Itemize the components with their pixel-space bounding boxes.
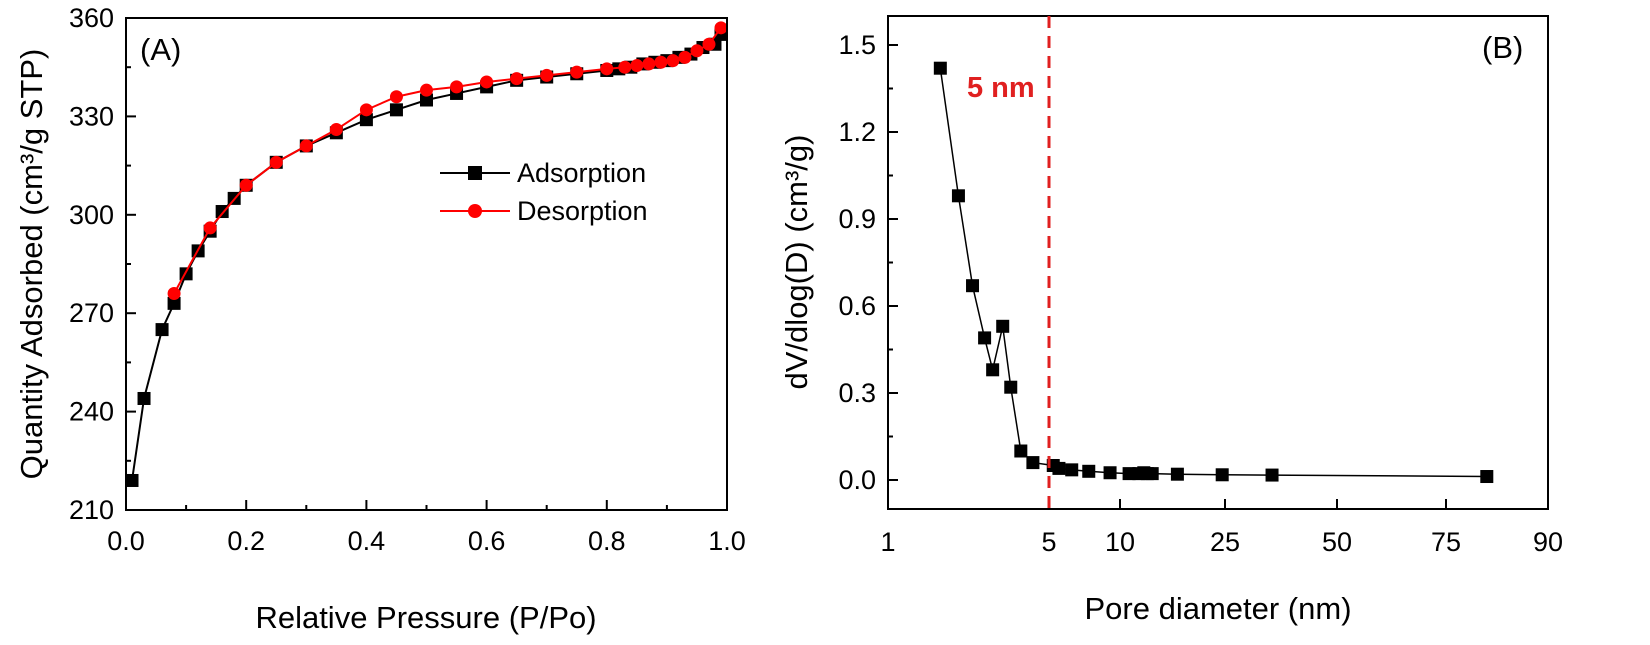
desorption-point xyxy=(450,80,464,94)
pore-distribution-point xyxy=(1065,463,1079,477)
y-tick-label: 300 xyxy=(69,200,114,230)
desorption-point xyxy=(239,178,253,192)
adsorption-point xyxy=(359,113,373,127)
pore-distribution-line xyxy=(939,68,1487,478)
desorption-point xyxy=(359,103,373,117)
x-tick-label: 50 xyxy=(1322,527,1352,557)
adsorption-point xyxy=(215,205,229,219)
x-tick-label: 0.2 xyxy=(227,526,265,556)
legend-desorption-label: Desorption xyxy=(517,196,648,226)
x-tick-label: 1 xyxy=(880,527,895,557)
desorption-point xyxy=(702,37,716,51)
desorption-point xyxy=(389,90,403,104)
pore-distribution-point xyxy=(986,363,1000,377)
y-tick-label: 0.6 xyxy=(838,291,876,321)
pore-distribution-point xyxy=(966,279,980,293)
desorption-point xyxy=(654,55,668,69)
pore-distribution-point xyxy=(1145,467,1159,481)
desorption-point xyxy=(618,60,632,74)
legend-desorption-marker xyxy=(468,204,482,218)
panel-a-y-axis-label: Quantity Adsorbed (cm³/g STP) xyxy=(14,49,49,480)
x-tick-label: 0.4 xyxy=(348,526,386,556)
x-tick-label: 90 xyxy=(1533,527,1563,557)
adsorption-point xyxy=(167,296,181,310)
adsorption-point xyxy=(420,93,433,107)
desorption-point xyxy=(269,155,283,169)
desorption-point xyxy=(714,21,728,35)
x-tick-label: 0.0 xyxy=(107,526,145,556)
x-tick-label: 10 xyxy=(1105,527,1135,557)
panel-a-x-axis-label: Relative Pressure (P/Po) xyxy=(255,600,596,635)
desorption-point xyxy=(600,62,614,76)
y-tick-label: 1.2 xyxy=(838,117,876,147)
pore-distribution-point xyxy=(996,319,1010,333)
pore-distribution-point xyxy=(1103,466,1117,480)
panel-b: 1 5 10 25 50 75 900.00.30.60.91.21.5 5 nm (B) … xyxy=(779,15,1563,626)
adsorption-point xyxy=(137,391,151,405)
desorption-point xyxy=(299,139,313,153)
y-tick-label: 0.3 xyxy=(838,378,876,408)
adsorption-point xyxy=(389,103,403,117)
pore-distribution-point xyxy=(933,61,947,75)
panel-b-axes: 1 5 10 25 50 75 90 0.0 0.3 0.6 0.9 1.2 1.5 xyxy=(838,30,1563,557)
x-tick-label: 0.6 xyxy=(468,526,506,556)
pore-distribution-point xyxy=(1265,468,1279,482)
pore-distribution-point xyxy=(951,189,965,203)
pore-distribution-point xyxy=(1082,464,1096,478)
pore-distribution-point xyxy=(1014,444,1028,458)
panel-a-plot-area xyxy=(125,21,728,487)
x-tick-label: 25 xyxy=(1210,527,1240,557)
y-tick-label: 1.5 xyxy=(838,30,876,60)
pore-distribution-point xyxy=(1215,468,1229,482)
pore-distribution-point xyxy=(1026,456,1040,470)
desorption-point xyxy=(167,287,181,301)
desorption-point xyxy=(678,50,692,64)
pore-distribution-point xyxy=(978,331,992,345)
desorption-point xyxy=(540,68,554,82)
panel-b-5nm-annotation: 5 nm xyxy=(967,72,1035,104)
desorption-point xyxy=(570,65,584,79)
y-tick-label: 0.0 xyxy=(838,465,876,495)
desorption-point xyxy=(329,123,343,137)
y-tick-label: 210 xyxy=(69,495,114,525)
pore-distribution-point xyxy=(1480,470,1494,484)
pore-distribution-point xyxy=(1122,467,1136,481)
panel-b-y-axis-label: dV/dlog(D) (cm³/g) xyxy=(779,135,814,390)
panel-b-plot-area xyxy=(933,61,1494,484)
y-tick-label: 0.9 xyxy=(838,204,876,234)
y-tick-label: 240 xyxy=(69,397,114,427)
x-tick-label: 5 xyxy=(1041,527,1056,557)
adsorption-point xyxy=(155,323,169,337)
y-tick-label: 360 xyxy=(69,3,114,33)
desorption-point xyxy=(203,221,217,235)
pore-distribution-point xyxy=(1052,461,1066,475)
pore-distribution-point xyxy=(1004,380,1018,394)
x-tick-label: 75 xyxy=(1431,527,1461,557)
desorption-point xyxy=(642,57,656,71)
desorption-point xyxy=(630,59,644,73)
desorption-point xyxy=(666,54,680,68)
legend-adsorption-marker xyxy=(468,166,482,180)
panel-b-x-axis-label: Pore diameter (nm) xyxy=(1084,591,1351,626)
adsorption-point xyxy=(125,473,139,487)
x-tick-label: 0.8 xyxy=(588,526,626,556)
pore-distribution-point xyxy=(1170,467,1184,481)
desorption-point xyxy=(420,83,433,97)
panel-b-label: (B) xyxy=(1482,30,1523,65)
x-tick-label: 1.0 xyxy=(708,526,746,556)
panel-a: 0.0 0.2 0.4 0.6 0.8 1.0 210 240 270 300 330 360 (A)… xyxy=(14,3,746,635)
desorption-point xyxy=(510,72,524,86)
desorption-point xyxy=(480,75,494,89)
panel-a-legend: Adsorption Desorption xyxy=(440,158,648,226)
panel-a-label: (A) xyxy=(140,32,181,67)
legend-adsorption-label: Adsorption xyxy=(517,158,646,188)
desorption-point xyxy=(690,44,704,58)
y-tick-label: 330 xyxy=(69,101,114,131)
panel-a-axes: 0.0 0.2 0.4 0.6 0.8 1.0 210 240 270 300 330 360 xyxy=(69,3,746,556)
y-tick-label: 270 xyxy=(69,298,114,328)
